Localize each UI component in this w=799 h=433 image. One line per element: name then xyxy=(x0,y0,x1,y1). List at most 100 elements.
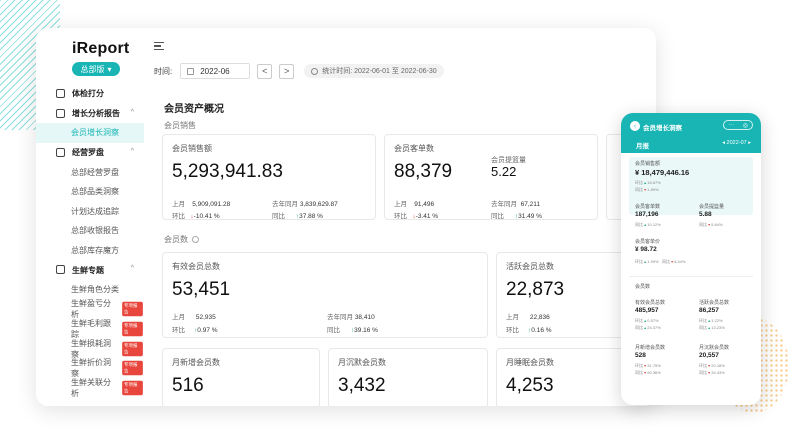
menu-toggle-icon[interactable] xyxy=(154,42,164,50)
version-label: 总部版 xyxy=(80,64,105,74)
mobile-price-value: ¥ 98.72 xyxy=(635,246,657,253)
mobile-sleep-value: 20,557 xyxy=(699,352,719,359)
mobile-header: ‹ 会员增长洞察 ··· ◎ 月报 ◂ 2022-07 ▸ xyxy=(621,113,761,153)
chevron-up-icon: ^ xyxy=(130,108,134,116)
down-arrow-icon: ↓ xyxy=(190,213,194,220)
mobile-title: 会员增长洞察 xyxy=(643,125,682,132)
date-picker[interactable]: 2022-06 xyxy=(180,63,251,79)
sidebar-item-8[interactable]: 总部库存魔方 xyxy=(36,241,144,261)
sidebar-item-label: 总部库存魔方 xyxy=(71,246,119,256)
sidebar-item-label: 生鲜盈亏分析 xyxy=(71,299,111,320)
sidebar-item-13[interactable]: 生鲜损耗洞察 专项报告 xyxy=(36,339,144,359)
sidebar-item-12[interactable]: 生鲜毛利跟踪 专项报告 xyxy=(36,319,144,339)
mobile-avg-label: 会员客单数 xyxy=(635,204,661,210)
sidebar-item-5[interactable]: 总部品类洞察 xyxy=(36,182,144,202)
sidebar-item-10[interactable]: 生鲜角色分类 xyxy=(36,280,144,300)
yoy-label: 同比 xyxy=(491,213,504,220)
card-value: 22,873 xyxy=(506,279,565,300)
sidebar-item-label: 生鲜角色分类 xyxy=(71,285,119,295)
last-month-label: 上月 xyxy=(172,201,185,208)
info-icon[interactable] xyxy=(192,236,199,244)
last-month-value: 52,935 xyxy=(195,314,216,321)
chevron-up-icon: ^ xyxy=(130,147,134,155)
calendar-icon xyxy=(187,67,195,75)
mobile-price-label: 会员客单价 xyxy=(635,239,661,245)
sidebar-item-14[interactable]: 生鲜折价洞察 专项报告 xyxy=(36,358,144,378)
mom-label: 环比 xyxy=(172,327,185,334)
toolbar: 时间: 2022-06 < > 统计时间: 2022-06-01 至 2022-… xyxy=(154,62,444,80)
main-content: 会员资产概况 会员销售 会员销售额 5,293,941.83 上月 5,909,… xyxy=(154,90,656,406)
mobile-basket-label: 会员提篮量 xyxy=(699,204,725,210)
sidebar-item-label: 会员增长洞察 xyxy=(71,128,119,138)
sidebar-item-4[interactable]: 总部经营罗盘 xyxy=(36,162,144,182)
mini-program-capsule[interactable]: ··· ◎ xyxy=(723,120,753,130)
next-month-button[interactable]: > xyxy=(279,63,295,79)
clock-icon xyxy=(311,67,319,75)
last-month-value: 91,496 xyxy=(414,201,435,208)
card-label: 活跃会员总数 xyxy=(506,262,554,271)
sidebar-item-7[interactable]: 总部收银报告 xyxy=(36,221,144,241)
sidebar-item-11[interactable]: 生鲜盈亏分析 专项报告 xyxy=(36,299,144,320)
card-label: 月新增会员数 xyxy=(172,358,220,367)
report-badge: 专项报告 xyxy=(122,341,143,356)
yoy-value: 31.49 % xyxy=(518,213,542,220)
prev-month-button[interactable]: < xyxy=(257,63,273,79)
sidebar-item-3[interactable]: 经营罗盘 ^ xyxy=(36,143,144,163)
mobile-sleep-label: 月沉默会员数 xyxy=(699,345,730,351)
card-label: 会员销售额 xyxy=(172,144,212,153)
mobile-sales-value: ¥ 18,479,446.16 xyxy=(635,168,690,177)
last-year-label: 去年同月 xyxy=(491,201,517,208)
mobile-members-label: 会员数 xyxy=(635,284,651,290)
sidebar-item-6[interactable]: 计划达成追踪 xyxy=(36,202,144,222)
sidebar-item-2[interactable]: 会员增长洞察 xyxy=(36,123,144,143)
time-label: 时间: xyxy=(154,66,173,76)
mom-value: -3.41 % xyxy=(415,213,439,220)
section-icon xyxy=(56,108,65,118)
more-icon: ··· xyxy=(728,122,735,128)
sales-section-title: 会员销售 xyxy=(164,121,196,130)
page-title: 会员资产概况 xyxy=(164,104,224,115)
sidebar-item-label: 计划达成追踪 xyxy=(71,206,119,216)
back-icon[interactable]: ‹ xyxy=(630,121,640,131)
up-arrow-icon: ↑ xyxy=(350,327,355,334)
mom-label: 环比 xyxy=(394,213,407,220)
card-value: 3,432 xyxy=(338,375,386,396)
sidebar-item-label: 生鲜专题 xyxy=(72,265,104,275)
section-icon xyxy=(56,265,65,275)
card-value: 88,379 xyxy=(394,161,453,182)
mom-value: -10.41 % xyxy=(193,213,220,220)
sidebar-item-9[interactable]: 生鲜专题 ^ xyxy=(36,260,144,280)
mobile-new-label: 月新增会员数 xyxy=(635,345,666,351)
new-members-card: 月新增会员数 516 xyxy=(162,348,320,406)
mobile-date[interactable]: ◂ 2022-07 ▸ xyxy=(722,140,751,146)
brand-logo: iReport xyxy=(72,40,130,57)
card-label: 有效会员总数 xyxy=(172,262,220,271)
last-year-label: 去年同月 xyxy=(272,201,298,208)
sidebar-nav: 体检打分 增长分析报告 ^ 会员增长洞察经营罗盘 ^ 总部经营罗盘总部品类洞察 计划达成追踪… xyxy=(36,84,144,398)
yoy-value: 39.16 % xyxy=(354,327,378,334)
sidebar-item-label: 生鲜损耗洞察 xyxy=(71,338,111,359)
card-value: 516 xyxy=(172,375,204,396)
version-selector[interactable]: 总部版 ▾ xyxy=(72,62,120,76)
customer-count-card: 会员客单数 88,379 会员提篮量 5.22 上月 91,496 环比 ↓-3… xyxy=(384,134,598,220)
section-icon xyxy=(56,147,65,157)
sidebar-item-1[interactable]: 增长分析报告 ^ xyxy=(36,104,144,124)
stat-range-badge: 统计时间: 2022-06-01 至 2022-06-30 xyxy=(304,64,444,78)
mobile-basket-value: 5.88 xyxy=(699,211,712,218)
yoy-value: 37.88 % xyxy=(299,213,323,220)
sidebar-item-15[interactable]: 生鲜关联分析 专项报告 xyxy=(36,378,144,398)
yoy-label: 同比 xyxy=(327,327,340,334)
card-label: 月沉默会员数 xyxy=(338,358,386,367)
mobile-highlight xyxy=(629,157,753,215)
sidebar-item-0[interactable]: 体检打分 xyxy=(36,84,144,104)
silent-members-card: 月沉默会员数 3,432 xyxy=(328,348,488,406)
card-value: 53,451 xyxy=(172,279,231,300)
last-month-label: 上月 xyxy=(506,314,519,321)
sidebar-item-label: 总部品类洞察 xyxy=(71,187,119,197)
section-icon xyxy=(56,89,65,98)
mobile-new-value: 528 xyxy=(635,352,646,359)
down-arrow-icon: ↓ xyxy=(412,213,416,220)
up-arrow-icon: ↑ xyxy=(194,327,198,334)
mobile-act-value: 86,257 xyxy=(699,307,719,314)
